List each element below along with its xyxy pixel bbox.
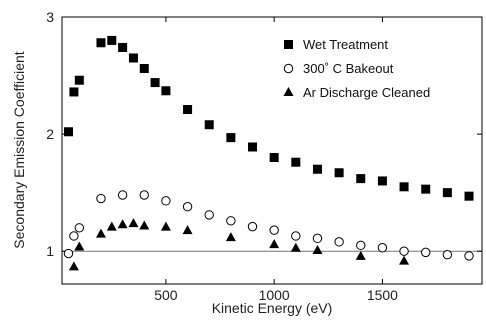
- legend-marker-bakeout: [283, 63, 294, 74]
- point-ar-discharge-cleaned-8: [182, 225, 193, 235]
- y-tick-label-3: 3: [46, 9, 54, 25]
- point-wet-treatment-3: [96, 38, 106, 48]
- legend-label-ar-discharge: Ar Discharge Cleaned: [303, 85, 430, 100]
- point-wet-treatment-22: [442, 188, 452, 198]
- point-300-c-bakeout-0: [63, 248, 74, 259]
- point-wet-treatment-12: [226, 133, 236, 143]
- point-wet-treatment-0: [63, 127, 73, 137]
- point-300-c-bakeout-7: [182, 202, 193, 212]
- legend-label-bakeout: 300˚ C Bakeout: [303, 61, 394, 76]
- y-tick-label-2: 2: [46, 126, 54, 142]
- point-wet-treatment-11: [204, 120, 214, 130]
- point-wet-treatment-20: [399, 182, 409, 192]
- point-300-c-bakeout-3: [96, 193, 106, 204]
- point-ar-discharge-cleaned-1: [74, 241, 85, 251]
- point-wet-treatment-21: [421, 184, 431, 194]
- point-ar-discharge-cleaned-9: [225, 232, 236, 242]
- point-300-c-bakeout-15: [356, 240, 366, 251]
- legend-marker-ar-discharge: [283, 87, 294, 96]
- axis-ticks: 500 1000 1500 1 2 3: [46, 9, 482, 303]
- point-wet-treatment-9: [161, 86, 171, 96]
- point-300-c-bakeout-12: [291, 231, 301, 241]
- point-ar-discharge-cleaned-14: [399, 255, 410, 265]
- point-ar-discharge-cleaned-12: [312, 245, 323, 255]
- data-marks: [63, 35, 474, 271]
- x-tick-label-500: 500: [154, 287, 178, 303]
- point-ar-discharge-cleaned-7: [160, 221, 171, 231]
- x-axis-label: Kinetic Energy (eV): [212, 300, 333, 316]
- point-300-c-bakeout-17: [399, 246, 409, 256]
- y-tick-label-1: 1: [46, 243, 54, 259]
- point-300-c-bakeout-5: [139, 190, 149, 200]
- point-ar-discharge-cleaned-13: [355, 250, 366, 260]
- point-300-c-bakeout-11: [269, 225, 279, 235]
- legend-marker-wet-treatment: [284, 40, 293, 49]
- point-wet-treatment-18: [356, 174, 366, 184]
- point-wet-treatment-19: [377, 176, 387, 186]
- point-300-c-bakeout-20: [464, 251, 474, 261]
- point-wet-treatment-5: [118, 42, 128, 52]
- point-wet-treatment-13: [248, 142, 258, 152]
- point-wet-treatment-2: [74, 75, 84, 85]
- point-300-c-bakeout-6: [161, 196, 171, 206]
- point-300-c-bakeout-8: [204, 210, 214, 220]
- x-tick-label-1500: 1500: [367, 287, 398, 303]
- point-wet-treatment-1: [69, 87, 79, 97]
- point-ar-discharge-cleaned-11: [290, 242, 301, 252]
- point-wet-treatment-23: [464, 191, 474, 201]
- point-300-c-bakeout-4: [117, 190, 128, 200]
- point-ar-discharge-cleaned-4: [117, 219, 128, 229]
- y-axis-label: Secondary Emission Coefficient: [11, 51, 27, 249]
- point-300-c-bakeout-14: [334, 237, 344, 247]
- point-wet-treatment-17: [334, 168, 344, 178]
- point-wet-treatment-4: [107, 35, 117, 45]
- point-ar-discharge-cleaned-6: [139, 220, 150, 230]
- point-300-c-bakeout-1: [69, 231, 79, 241]
- point-300-c-bakeout-10: [247, 221, 258, 232]
- point-300-c-bakeout-13: [312, 233, 323, 244]
- point-300-c-bakeout-18: [421, 247, 431, 258]
- point-ar-discharge-cleaned-5: [128, 218, 139, 228]
- point-wet-treatment-15: [291, 157, 301, 167]
- point-wet-treatment-14: [269, 153, 279, 163]
- point-wet-treatment-10: [183, 105, 193, 115]
- point-ar-discharge-cleaned-0: [68, 261, 79, 271]
- x-tick-label-1000: 1000: [259, 287, 290, 303]
- point-ar-discharge-cleaned-2: [95, 228, 106, 238]
- point-300-c-bakeout-19: [442, 250, 453, 260]
- point-300-c-bakeout-9: [226, 216, 236, 226]
- point-ar-discharge-cleaned-10: [269, 239, 280, 249]
- point-wet-treatment-8: [150, 78, 160, 88]
- point-wet-treatment-16: [312, 164, 322, 174]
- point-300-c-bakeout-16: [377, 242, 388, 253]
- point-wet-treatment-6: [128, 53, 138, 63]
- point-wet-treatment-7: [139, 64, 149, 74]
- point-ar-discharge-cleaned-3: [106, 221, 117, 231]
- legend-label-wet-treatment: Wet Treatment: [303, 37, 388, 52]
- legend: Wet Treatment 300˚ C Bakeout Ar Discharg…: [283, 37, 430, 100]
- plot-frame: [61, 16, 483, 285]
- point-300-c-bakeout-2: [74, 223, 85, 233]
